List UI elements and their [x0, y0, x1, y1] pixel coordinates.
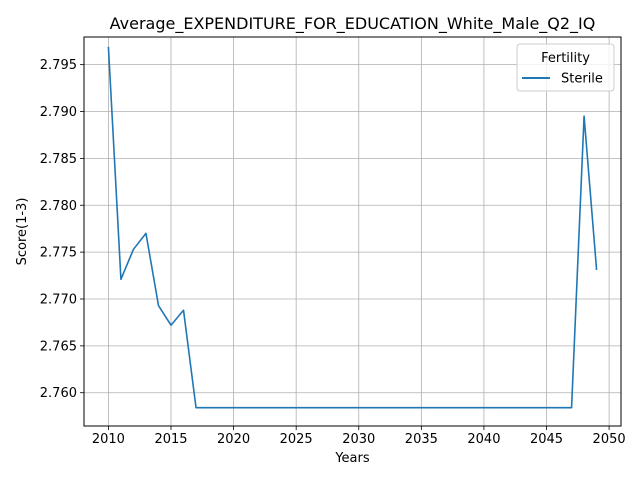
y-tick-label: 2.775 [40, 246, 77, 261]
y-tick-label: 2.785 [40, 152, 77, 167]
legend-box [516, 43, 615, 92]
x-tick-label: 2015 [154, 432, 187, 447]
y-tick-label: 2.795 [40, 58, 77, 73]
y-tick-label: 2.780 [40, 199, 77, 214]
x-axis-ticks: 2010 2015 2020 2025 2030 2035 2040 2045 2050 [92, 426, 626, 447]
x-tick-label: 2030 [342, 432, 375, 447]
x-tick-label: 2020 [217, 432, 250, 447]
y-tick-label: 2.770 [40, 292, 77, 307]
x-tick-label: 2035 [405, 432, 438, 447]
x-axis-label: Years [334, 451, 370, 466]
plot-frame [83, 36, 622, 427]
x-tick-label: 2050 [593, 432, 626, 447]
y-tick-label: 2.765 [40, 339, 77, 354]
x-tick-label: 2010 [92, 432, 125, 447]
grid [84, 37, 621, 426]
y-tick-label: 2.760 [40, 386, 77, 401]
legend-title: Fertility [541, 51, 590, 66]
chart-title: Average_EXPENDITURE_FOR_EDUCATION_White_… [110, 14, 596, 34]
legend-label-sterile: Sterile [561, 72, 603, 87]
y-axis-ticks: 2.760 2.765 2.770 2.775 2.780 2.785 2.790 2.795 [40, 58, 84, 401]
x-tick-label: 2045 [530, 432, 563, 447]
y-tick-label: 2.790 [40, 105, 77, 120]
x-tick-label: 2025 [280, 432, 313, 447]
series-line-sterile [107, 46, 598, 409]
x-tick-label: 2040 [467, 432, 500, 447]
y-axis-label: Score(1-3) [15, 198, 30, 266]
legend: Fertility Sterile [516, 43, 615, 92]
series-layer [107, 46, 598, 409]
